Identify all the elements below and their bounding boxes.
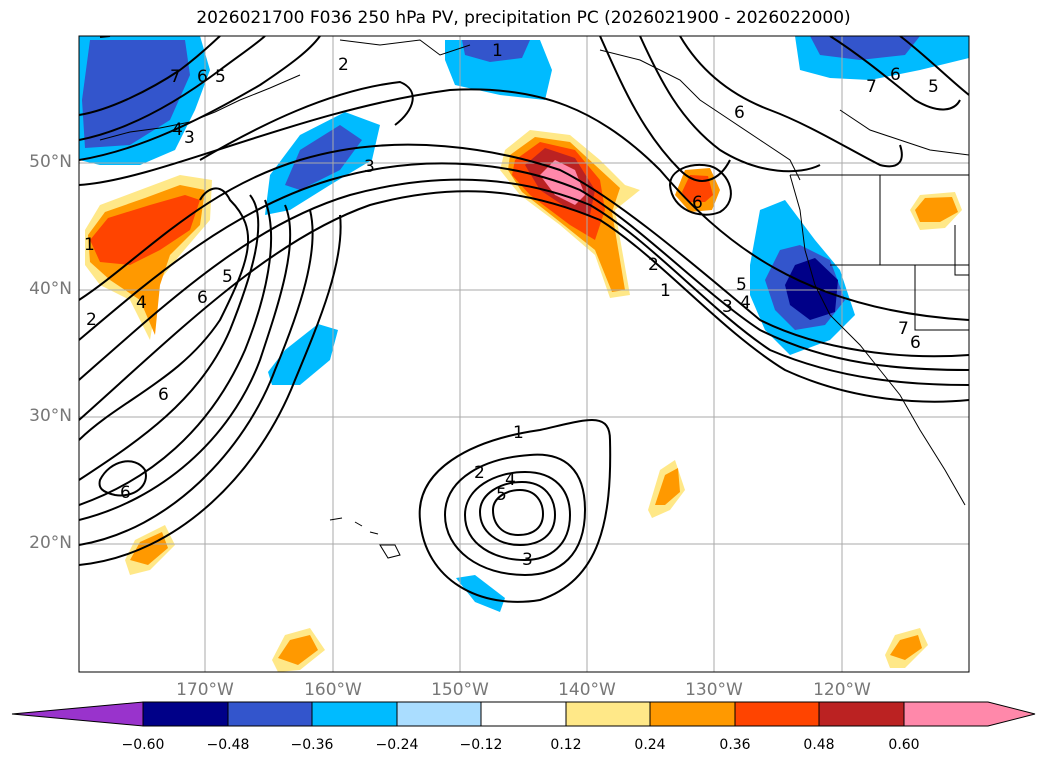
contour-label: 5 xyxy=(928,77,939,97)
plot-frame xyxy=(78,35,970,673)
contour-label: 1 xyxy=(660,281,671,301)
contour-label: 6 xyxy=(910,333,921,353)
contour-label: 3 xyxy=(722,297,733,317)
contour-label: 6 xyxy=(120,483,131,503)
contour-label: 2 xyxy=(338,55,349,75)
contour-label: 6 xyxy=(890,65,901,85)
colorbar-tick-label: −0.24 xyxy=(375,737,419,753)
contour-label: 3 xyxy=(184,128,195,148)
colorbar-tick-label: 0.24 xyxy=(634,737,666,753)
plot-area xyxy=(79,36,969,672)
coastlines xyxy=(99,39,969,559)
contour-label: 7 xyxy=(898,319,909,339)
contour-label: 1 xyxy=(513,423,524,443)
colorbar-tick-label: −0.12 xyxy=(459,737,503,753)
colorbar-tick-label: 0.48 xyxy=(803,737,835,753)
contour-label: 3 xyxy=(364,157,375,177)
colorbar-segment xyxy=(818,701,905,727)
lon-label: 170°W xyxy=(176,680,234,700)
colorbar-upper-extension xyxy=(903,701,1036,727)
contour-label: 4 xyxy=(740,293,751,313)
contour-label: 7 xyxy=(170,67,181,87)
lon-label: 120°W xyxy=(813,680,871,700)
contour-label: 4 xyxy=(136,293,147,313)
colorbar-tick-label: 0.12 xyxy=(550,737,582,753)
colorbar-tick-label: −0.48 xyxy=(206,737,250,753)
figure-title: 2026021700 F036 250 hPa PV, precipitatio… xyxy=(196,8,851,28)
contour-label: 3 xyxy=(522,550,533,570)
lon-label: 150°W xyxy=(431,680,489,700)
contour-label: 4 xyxy=(505,470,516,490)
colorbar-segment xyxy=(480,701,567,727)
colorbar-segment xyxy=(396,701,482,727)
colorbar-segment xyxy=(649,701,736,727)
contour-label: 6 xyxy=(158,385,169,405)
contour-label: 5 xyxy=(215,67,226,87)
lon-label: 130°W xyxy=(685,680,743,700)
colorbar xyxy=(11,701,1036,727)
colorbar-tick-label: 0.60 xyxy=(888,737,920,753)
colorbar-lower-extension xyxy=(11,701,144,727)
contour-label: 2 xyxy=(648,255,659,275)
colorbar-segment xyxy=(227,701,313,727)
contour-label: 5 xyxy=(496,485,507,505)
lat-label: 20°N xyxy=(29,533,72,553)
contour-label: 6 xyxy=(734,103,745,123)
contour-label: 2 xyxy=(474,463,485,483)
contour-label: 6 xyxy=(692,193,703,213)
contour-label: 1 xyxy=(492,41,503,61)
contour-label: 6 xyxy=(197,288,208,308)
contour-label: 7 xyxy=(866,77,877,97)
contour-label: 4 xyxy=(172,120,183,140)
colorbar-tick-label: −0.36 xyxy=(290,737,334,753)
colorbar-segment xyxy=(311,701,398,727)
colorbar-tick-label: −0.60 xyxy=(121,737,165,753)
colorbar-tick-label: 0.36 xyxy=(719,737,751,753)
lat-label: 40°N xyxy=(29,279,72,299)
contour-label: 5 xyxy=(736,275,747,295)
colorbar-segment xyxy=(142,701,229,727)
contour-labels: 1 3 2 7 6 5 4 3 1 2 4 6 5 6 6 2 1 3 5 4 … xyxy=(84,41,939,570)
contour-label: 5 xyxy=(222,267,233,287)
precip-shading xyxy=(79,36,969,672)
colorbar-segment xyxy=(565,701,651,727)
lon-label: 160°W xyxy=(304,680,362,700)
colorbar-segment xyxy=(734,701,820,727)
contour-label: 2 xyxy=(86,310,97,330)
lat-label: 30°N xyxy=(29,406,72,426)
contour-label: 1 xyxy=(84,235,95,255)
lat-label: 50°N xyxy=(29,152,72,172)
pv-contours xyxy=(79,36,969,603)
lon-label: 140°W xyxy=(558,680,616,700)
contour-label: 6 xyxy=(197,67,208,87)
